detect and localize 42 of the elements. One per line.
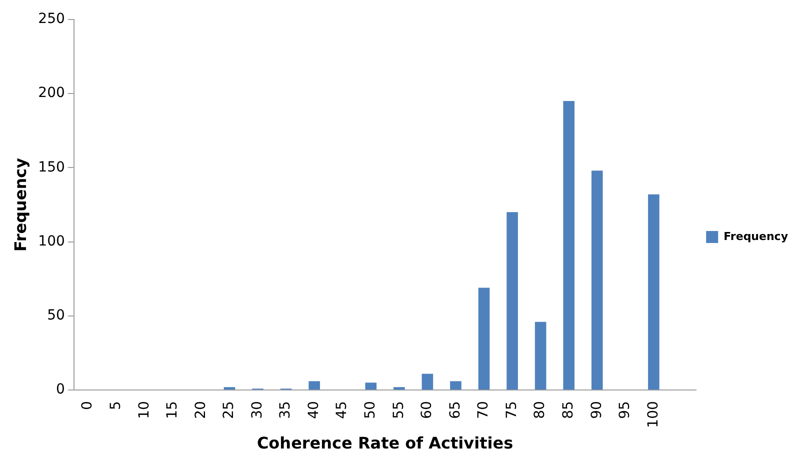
bar (365, 382, 377, 390)
x-tick-label: 35 (278, 401, 294, 419)
x-axis-title: Coherence Rate of Activities (256, 434, 514, 453)
y-tick-label: 150 (38, 159, 65, 176)
bar (591, 170, 603, 390)
x-tick-label: 70 (476, 401, 492, 419)
bar (394, 387, 405, 390)
x-tick-label: 90 (588, 401, 605, 419)
bar (450, 381, 462, 390)
y-tick-label: 50 (47, 308, 65, 324)
x-tick-label: 25 (221, 401, 238, 419)
x-tick-label: 30 (249, 401, 266, 419)
x-tick-label: 0 (80, 401, 96, 410)
x-tick-label: 10 (136, 401, 152, 419)
x-tick-label: 55 (390, 401, 407, 419)
x-tick-label: 100 (645, 401, 662, 428)
y-tick-label: 0 (56, 382, 65, 398)
legend-label: Frequency (724, 230, 788, 243)
x-tick-label: 40 (306, 401, 322, 419)
y-tick-label: 100 (38, 233, 65, 250)
x-tick-label: 45 (334, 401, 350, 419)
bar (478, 288, 490, 390)
bar (648, 194, 660, 390)
x-tick-label: 65 (447, 401, 464, 419)
x-tick-label: 60 (419, 401, 436, 419)
x-tick-label: 95 (617, 401, 634, 419)
x-tick-label: 20 (192, 401, 209, 419)
x-tick-label: 75 (504, 401, 520, 419)
bar (506, 212, 518, 390)
x-tick-label: 80 (532, 401, 548, 419)
bar (563, 100, 575, 390)
x-tick-label: 15 (164, 401, 181, 419)
y-axis-title: Frequency (10, 157, 30, 252)
y-tick-label: 200 (38, 85, 65, 102)
bar (534, 322, 546, 390)
x-tick-label: 85 (560, 401, 576, 419)
x-tick-label: 50 (362, 401, 379, 419)
x-tick-label: 5 (108, 401, 124, 410)
bar (224, 387, 236, 390)
bar (422, 374, 434, 390)
bar (308, 381, 320, 390)
y-tick-label: 250 (38, 11, 65, 28)
